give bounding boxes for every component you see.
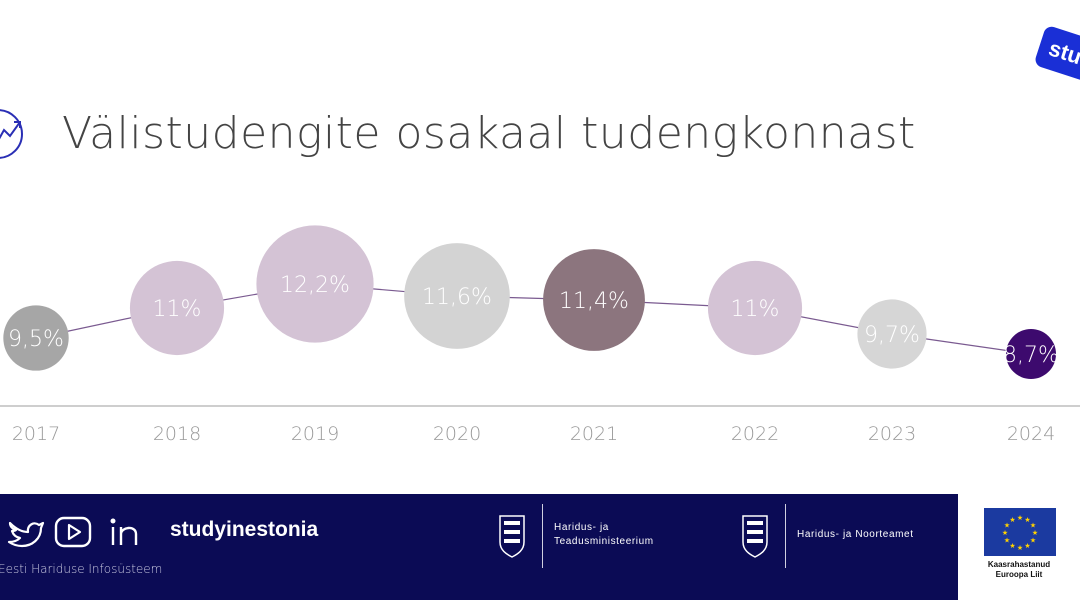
eu-star-icon: ★ [1030,537,1036,545]
eu-star-icon: ★ [1004,522,1010,530]
twitter-icon[interactable] [6,515,46,549]
eu-star-icon: ★ [1009,542,1015,550]
eu-text-line1: Kaasrahastanud [987,560,1051,569]
x-tick-2021: 2021 [570,423,618,445]
eu-star-icon: ★ [1032,529,1038,537]
x-tick-2022: 2022 [731,423,779,445]
brand-name: studyinestonia [170,518,319,541]
ministry-1-line2: Teadusministeerium [554,536,654,547]
bubble-2023 [857,299,927,369]
bubble-2024 [1006,329,1056,379]
ministry-2-name: Haridus- ja Noorteamet [797,529,914,540]
bubble-chart: 9,5%11%12,2% 11,6% 11,4% 11%9,7%8,7% 2017 20… [0,225,1080,445]
data-label-2021: 11,4% [559,289,629,314]
eu-flag-icon: ★★★★★★★★★ ★ ★★ [984,508,1056,556]
data-label-2018: 11% [153,297,202,322]
chart-trend-icon [0,109,23,159]
x-tick-2023: 2023 [868,423,916,445]
data-label-2022: 11% [731,297,780,322]
eu-star-icon: ★ [1002,529,1008,537]
youtube-icon[interactable] [54,515,94,549]
data-label-2019: 12,2% [280,273,350,298]
x-tick-2018: 2018 [153,423,201,445]
x-tick-2019: 2019 [291,423,339,445]
x-tick-2017: 2017 [12,423,60,445]
eu-star-icon: ★ [1017,514,1023,522]
estonian-crest-icon [742,515,768,558]
footer: studyinestonia Eesti Hariduse Infosüstee… [0,494,958,600]
data-label-2020: 11,6% [422,285,492,310]
linkedin-icon[interactable] [106,515,146,549]
source-text: Eesti Hariduse Infosüsteem [0,562,163,576]
data-label-2017: 9,5% [8,327,64,352]
bubble-series: 9,5% 11% 12,2% 11,6% 11,4% 11% 9,7% 8,7% [3,225,1059,379]
bubble-2018 [129,260,225,356]
eu-star-icon: ★ [1017,544,1023,552]
bubble-2021 [543,249,645,351]
x-axis-ticks: 2017 2018 2019 2020 2021 2022 2023 2024 [12,423,1055,445]
x-tick-2024: 2024 [1007,423,1055,445]
eu-text-line2: Euroopa Liit [995,570,1043,579]
x-tick-2020: 2020 [433,423,481,445]
eu-star-icon: ★ [1024,542,1030,550]
eu-star-icon: ★ [1030,522,1036,530]
bubble-2022 [707,260,803,356]
eu-star-icon: ★ [1009,516,1015,524]
data-label-2023: 9,7% [864,323,920,348]
estonian-crest-icon [499,515,525,558]
bubble-2017 [3,305,69,371]
ministry-1-line1: Haridus- ja [554,522,609,533]
eu-star-icon: ★ [1024,516,1030,524]
data-label-2024: 8,7% [1003,343,1059,368]
bubble-2019 [256,225,374,343]
bubble-2020 [404,243,510,349]
page-title: Välistudengite osakaal tudengkonnast [62,108,916,159]
eu-star-icon: ★ [1004,537,1010,545]
eu-logo: ★ ★ ★ ★ ★ ★ ★ ★ ★ ★ ★ ★ Kaasrahastanud Euroopa Liit [958,494,1080,600]
